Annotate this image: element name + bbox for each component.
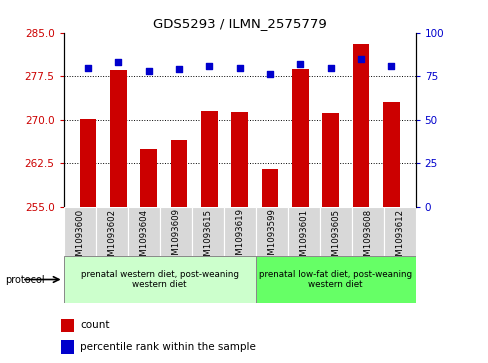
Text: GSM1093602: GSM1093602 bbox=[107, 208, 116, 266]
Bar bbox=[322, 113, 338, 207]
Point bbox=[356, 56, 364, 62]
Point bbox=[114, 60, 122, 65]
Bar bbox=[201, 111, 217, 207]
Bar bbox=[63, 256, 255, 303]
Text: prenatal low-fat diet, post-weaning
western diet: prenatal low-fat diet, post-weaning west… bbox=[259, 270, 411, 289]
Point bbox=[175, 66, 183, 72]
Bar bbox=[127, 207, 159, 256]
Bar bbox=[383, 207, 415, 256]
Text: GSM1093599: GSM1093599 bbox=[266, 208, 276, 266]
Bar bbox=[231, 112, 247, 207]
Text: percentile rank within the sample: percentile rank within the sample bbox=[80, 342, 256, 352]
Bar bbox=[255, 207, 287, 256]
Text: GSM1093609: GSM1093609 bbox=[171, 208, 180, 266]
Bar bbox=[291, 69, 308, 207]
Point bbox=[265, 72, 273, 77]
Text: count: count bbox=[80, 321, 109, 330]
Point bbox=[235, 65, 243, 70]
Bar bbox=[110, 70, 126, 207]
Bar bbox=[191, 207, 223, 256]
Text: protocol: protocol bbox=[5, 274, 44, 285]
Bar bbox=[159, 207, 191, 256]
Bar bbox=[170, 140, 187, 207]
Point bbox=[386, 63, 394, 69]
Bar bbox=[80, 119, 96, 207]
Bar bbox=[61, 340, 74, 354]
Bar bbox=[352, 44, 368, 207]
Bar bbox=[287, 207, 319, 256]
Text: GSM1093605: GSM1093605 bbox=[330, 208, 340, 266]
Bar bbox=[261, 169, 278, 207]
Bar bbox=[382, 102, 399, 207]
Point bbox=[326, 65, 334, 70]
Text: GSM1093601: GSM1093601 bbox=[299, 208, 307, 266]
Text: prenatal western diet, post-weaning
western diet: prenatal western diet, post-weaning west… bbox=[81, 270, 238, 289]
Point bbox=[296, 61, 304, 67]
Text: GSM1093608: GSM1093608 bbox=[363, 208, 371, 266]
Bar bbox=[140, 149, 157, 207]
Point bbox=[84, 65, 92, 70]
Text: GSM1093612: GSM1093612 bbox=[394, 208, 403, 266]
Text: GSM1093619: GSM1093619 bbox=[235, 208, 244, 266]
Text: GSM1093604: GSM1093604 bbox=[139, 208, 148, 266]
Bar bbox=[63, 207, 95, 256]
Text: GSM1093615: GSM1093615 bbox=[203, 208, 212, 266]
Point bbox=[205, 63, 213, 69]
Bar bbox=[319, 207, 351, 256]
Bar bbox=[95, 207, 127, 256]
Text: GSM1093600: GSM1093600 bbox=[75, 208, 84, 266]
Bar bbox=[255, 256, 415, 303]
Bar bbox=[223, 207, 255, 256]
Bar bbox=[351, 207, 383, 256]
Title: GDS5293 / ILMN_2575779: GDS5293 / ILMN_2575779 bbox=[152, 17, 326, 30]
Point bbox=[144, 68, 152, 74]
Bar bbox=[61, 319, 74, 332]
